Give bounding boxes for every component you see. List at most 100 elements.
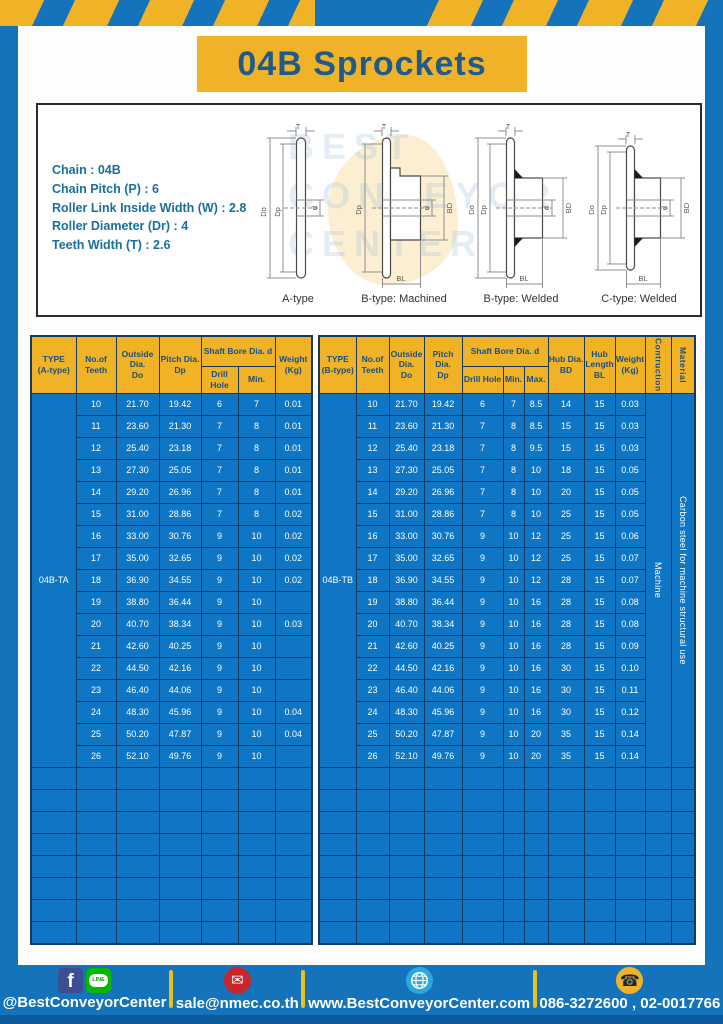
empty-cell: [461, 810, 504, 834]
empty-cell: [547, 810, 585, 834]
data-cell: 31.00: [388, 502, 425, 526]
empty-cell: [158, 854, 202, 878]
data-cell: 10: [237, 546, 276, 570]
dim-dp: Dp: [273, 207, 282, 217]
data-cell: 9: [461, 700, 504, 724]
facebook-icon[interactable]: f: [58, 967, 84, 993]
data-cell: 15: [583, 568, 616, 592]
top-left-stripes: [0, 0, 315, 26]
empty-cell: [461, 766, 504, 790]
phone-numbers[interactable]: 086-3272600 , 02-0017766: [539, 994, 721, 1012]
empty-cell: [670, 832, 696, 856]
empty-cell: [461, 898, 504, 922]
table-row: 04B-TA 10 21.70 19.42 6 7 0.01: [30, 392, 313, 768]
data-cell: 21.30: [158, 414, 202, 438]
website-url[interactable]: www.BestConveyorCenter.com: [308, 994, 531, 1012]
website-link[interactable]: www.BestConveyorCenter.com: [308, 966, 531, 1012]
data-cell: 7: [200, 458, 239, 482]
social-handle[interactable]: @BestConveyorCenter: [2, 993, 167, 1011]
empty-row: [30, 810, 313, 834]
data-cell: 24: [355, 700, 390, 724]
data-cell: 21.70: [388, 392, 425, 416]
empty-cell: [388, 876, 425, 900]
data-cell: 38.34: [423, 612, 463, 636]
data-cell: 9: [200, 568, 239, 592]
empty-cell: [670, 876, 696, 900]
empty-cell: [355, 810, 390, 834]
a-type-drawing: T Do Dp d: [259, 122, 324, 279]
table-row: 14 29.20 26.96 7 8 10 20 15 0.05: [319, 480, 695, 504]
col-drill-hole: Drill Hole: [461, 365, 504, 394]
mail-icon[interactable]: ✉: [223, 966, 251, 994]
data-cell: 0.03: [614, 436, 646, 460]
data-cell: 15: [583, 678, 616, 702]
phone-link[interactable]: ☎ 086-3272600 , 02-0017766: [539, 966, 721, 1012]
dim-dp: Dp: [354, 205, 363, 215]
data-cell: 42.60: [115, 634, 160, 658]
spec-chain: Chain : 04B: [52, 163, 121, 177]
data-cell: 7: [461, 458, 504, 482]
table-row: 22 44.50 42.16 9 10 16 30 15 0.10: [319, 656, 695, 680]
data-cell: 25.40: [115, 436, 160, 460]
table-row: 21 42.60 40.25 9 10 16 28 15 0.09: [319, 634, 695, 658]
globe-icon[interactable]: [405, 966, 433, 994]
sprocket-figures: T Do Dp d A-type: [250, 109, 698, 309]
data-cell: 15: [583, 502, 616, 526]
data-cell: 15: [583, 480, 616, 504]
data-cell: 9: [200, 656, 239, 680]
data-cell: 0.01: [274, 414, 313, 438]
table-row: 13 27.30 25.05 7 8 0.01: [31, 458, 313, 482]
empty-row: [30, 920, 313, 944]
col-hub-length: Hub Length BL: [583, 335, 616, 394]
dim-bl: BL: [638, 274, 647, 283]
data-cell: 8: [237, 480, 276, 504]
email-link[interactable]: ✉ sale@nmec.co.th: [175, 966, 299, 1012]
data-cell: 11: [75, 414, 117, 438]
data-cell: 12: [355, 436, 390, 460]
data-cell: 45.96: [423, 700, 463, 724]
empty-cell: [237, 898, 276, 922]
line-icon[interactable]: LINE: [86, 967, 112, 993]
empty-cell: [670, 920, 696, 944]
empty-cell: [388, 854, 425, 878]
data-cell: 25: [547, 502, 585, 526]
data-cell: 42.16: [423, 656, 463, 680]
data-cell: 13: [75, 458, 117, 482]
data-cell: 7: [461, 436, 504, 460]
col-pitch-dia: Pitch Dia. Dp: [423, 335, 463, 394]
email-address[interactable]: sale@nmec.co.th: [175, 994, 299, 1012]
col-type: TYPE (A-type): [30, 335, 77, 394]
data-cell: 0.14: [614, 744, 646, 768]
data-cell: 29.20: [115, 480, 160, 504]
data-cell: 20: [547, 480, 585, 504]
data-cell: 16: [355, 524, 390, 548]
data-cell: 20: [75, 612, 117, 636]
empty-cell: [30, 766, 77, 790]
data-cell: 50.20: [115, 722, 160, 746]
data-cell: 27.30: [115, 458, 160, 482]
empty-cell: [670, 810, 696, 834]
phone-icon[interactable]: ☎: [616, 966, 644, 994]
data-cell: 26: [355, 744, 390, 768]
empty-cell: [237, 788, 276, 812]
data-cell: 28.86: [158, 502, 202, 526]
dim-dp: Dp: [479, 205, 488, 215]
empty-row: [30, 898, 313, 922]
figure-label: B-type: Machined: [361, 293, 447, 305]
col-construction: Contruction: [644, 335, 672, 394]
data-cell: 0.01: [274, 436, 313, 460]
data-cell: 8: [502, 480, 525, 504]
col-weight: Weight (Kg): [274, 335, 313, 394]
data-cell: 8: [237, 436, 276, 460]
data-cell: 22: [75, 656, 117, 680]
empty-cell: [158, 832, 202, 856]
data-cell: 9: [200, 634, 239, 658]
data-cell: 15: [583, 634, 616, 658]
empty-cell: [423, 876, 463, 900]
data-cell: 9: [461, 524, 504, 548]
data-cell: 23.18: [158, 436, 202, 460]
empty-cell: [115, 854, 160, 878]
social-link[interactable]: f LINE @BestConveyorCenter: [2, 967, 167, 1011]
data-cell: 14: [355, 480, 390, 504]
empty-cell: [158, 810, 202, 834]
